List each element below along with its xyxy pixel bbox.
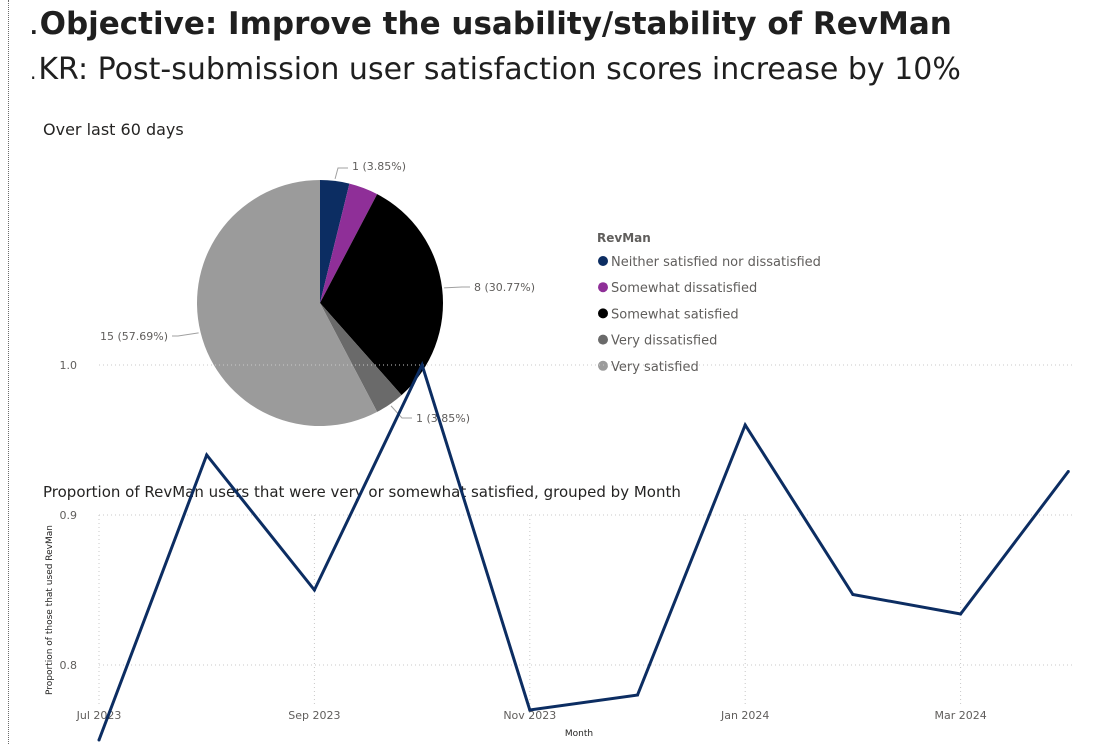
pie-leader-line [334,167,348,180]
data-point-2023-12 [636,693,639,697]
pie-slice-neither-satisfied-nor-dissatisfied [320,180,350,303]
data-point-2024-04 [1066,470,1070,473]
x-tick-label: Jul 2023 [76,709,122,722]
pie-chart-title: Over last 60 days [43,120,184,139]
legend-label-neither-satisfied-nor-dissatisfied: Neither satisfied nor dissatisfied [611,255,821,270]
data-point-2024-01 [743,423,747,427]
x-tick-label: Nov 2023 [503,709,556,722]
series-line [97,360,1070,741]
pie-data-label: 1 (3.85%) [352,160,406,173]
legend-label-very-satisfied: Very satisfied [611,360,699,375]
page-border [8,0,9,744]
legend-marker-neither-satisfied-nor-dissatisfied [598,256,608,266]
pie-data-label: 1 (3.85%) [416,412,470,425]
pie-data-label: 8 (30.77%) [474,281,535,294]
legend-label-very-dissatisfied: Very dissatisfied [611,334,717,349]
y-tick-label: 1.0 [60,359,78,372]
y-tick-label: 0.8 [60,659,78,672]
pie-data-label: 15 (57.69%) [100,330,168,343]
pie-leader-line [444,286,470,289]
y-axis-title: Proportion of those that used RevMan [45,525,55,695]
pie-slice-very-satisfied [196,180,378,427]
legend-title: RevMan [597,231,651,245]
legend-marker-very-dissatisfied [598,334,608,345]
legend-marker-somewhat-dissatisfied [598,282,608,293]
legend-marker-somewhat-satisfied [598,308,608,319]
data-point-2023-11 [528,708,532,712]
pie-slice-somewhat-satisfied [320,194,443,396]
pie-leader-line [390,405,412,419]
objective-heading: .Objective: Improve the usability/stabil… [30,6,952,42]
data-point-2024-02 [851,593,855,596]
kr-text: KR: Post-submission user satisfaction sc… [38,52,961,87]
pie-slice-somewhat-dissatisfied [320,183,378,303]
legend-label-somewhat-satisfied: Somewhat satisfied [611,307,739,322]
kr-heading: .KR: Post-submission user satisfaction s… [30,52,961,87]
x-tick-label: Mar 2024 [934,709,986,722]
heading-bullet: . [30,60,37,84]
data-point-2023-07 [97,738,101,742]
x-tick-label: Jan 2024 [720,709,769,722]
x-tick-label: Sep 2023 [288,709,340,722]
objective-text: Objective: Improve the usability/stabili… [39,6,952,42]
legend-label-somewhat-dissatisfied: Somewhat dissatisfied [611,281,757,296]
data-point-2023-10 [420,363,424,367]
heading-bullet: . [30,15,38,39]
pie-slice-very-dissatisfied [320,303,402,412]
data-point-2024-03 [959,612,963,616]
data-point-2023-09 [312,588,316,592]
x-axis-title: Month [565,729,593,739]
data-point-2023-08 [205,453,209,457]
legend-marker-very-satisfied [598,360,608,371]
pie-leader-line [172,332,199,337]
y-tick-label: 0.9 [60,509,78,522]
